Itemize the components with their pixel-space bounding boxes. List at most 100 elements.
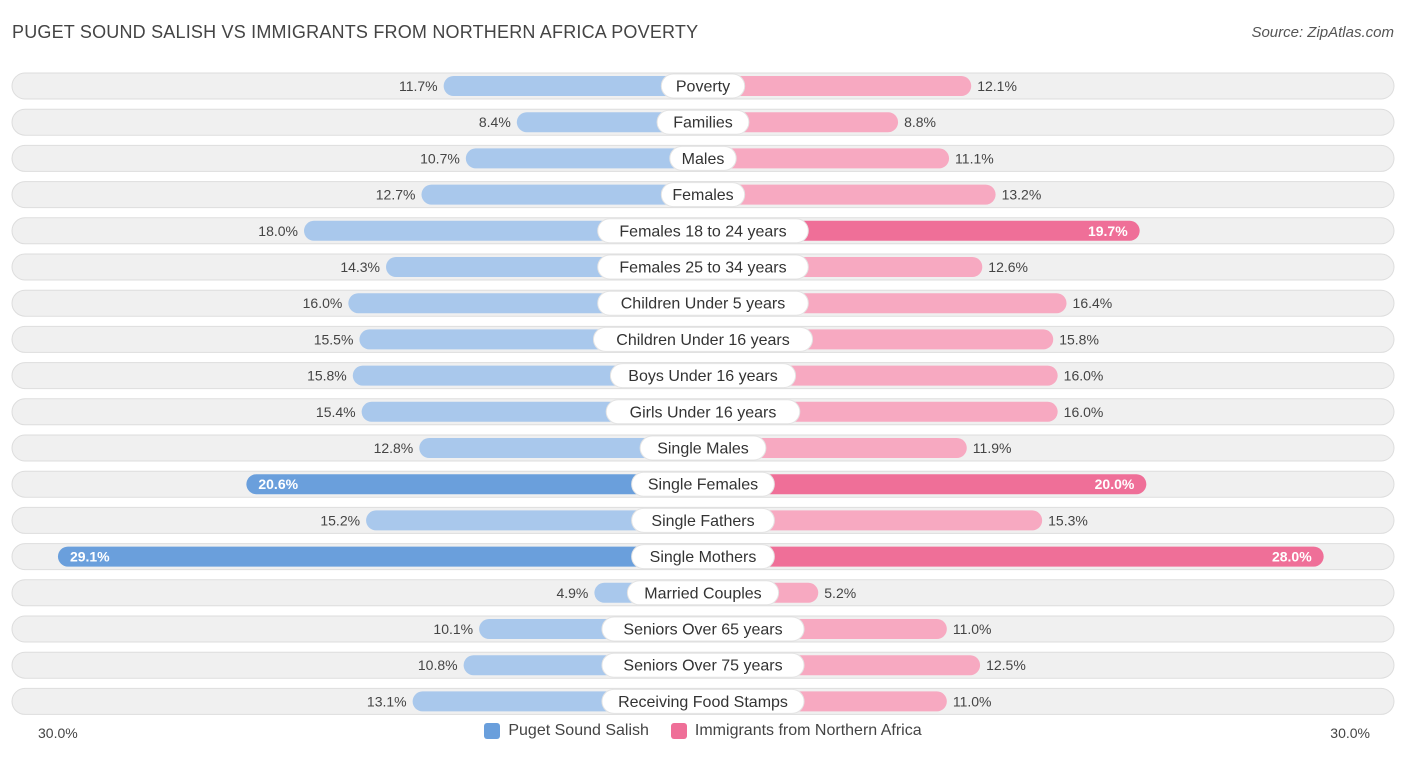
category-pill bbox=[609, 363, 797, 389]
category-pill bbox=[592, 326, 814, 352]
category-label: Single Mothers bbox=[650, 549, 757, 566]
value-label-left: 13.1% bbox=[367, 693, 407, 709]
value-label-right: 13.2% bbox=[1002, 187, 1042, 203]
category-label: Females 18 to 24 years bbox=[619, 223, 786, 240]
category-label: Seniors Over 65 years bbox=[623, 622, 782, 639]
value-label-left: 15.5% bbox=[314, 331, 354, 347]
value-label-right: 12.5% bbox=[986, 657, 1026, 673]
category-label: Families bbox=[673, 115, 733, 132]
bar-left bbox=[57, 546, 703, 567]
category-pill bbox=[601, 652, 805, 678]
category-label: Females bbox=[672, 187, 733, 204]
category-label: Girls Under 16 years bbox=[630, 404, 777, 421]
value-label-left: 16.0% bbox=[303, 295, 343, 311]
category-pill bbox=[660, 73, 746, 99]
value-label-right: 19.7% bbox=[1088, 223, 1128, 239]
value-label-left: 18.0% bbox=[258, 223, 298, 239]
category-label: Poverty bbox=[676, 79, 730, 96]
bar-right bbox=[703, 184, 996, 205]
bar-right bbox=[703, 220, 1140, 241]
bar-left bbox=[443, 76, 703, 96]
category-pill bbox=[669, 145, 737, 171]
category-pill bbox=[601, 688, 805, 714]
value-label-right: 12.1% bbox=[977, 78, 1017, 94]
category-label: Females 25 to 34 years bbox=[619, 260, 786, 277]
value-label-left: 4.9% bbox=[556, 585, 588, 601]
legend: Puget Sound Salish Immigrants from North… bbox=[0, 722, 1406, 740]
bar-right bbox=[703, 546, 1324, 567]
category-label: Boys Under 16 years bbox=[628, 368, 777, 385]
value-label-right: 11.1% bbox=[955, 150, 994, 166]
value-label-right: 16.0% bbox=[1064, 404, 1104, 420]
bar-left bbox=[516, 112, 703, 133]
bar-right bbox=[703, 510, 1043, 531]
category-pill bbox=[601, 616, 805, 642]
value-label-left: 14.3% bbox=[340, 259, 380, 275]
category-label: Children Under 5 years bbox=[621, 296, 786, 313]
chart-title: PUGET SOUND SALISH VS IMMIGRANTS FROM NO… bbox=[12, 22, 699, 42]
category-label: Single Males bbox=[657, 441, 749, 458]
category-pill bbox=[597, 290, 809, 316]
value-label-left: 10.1% bbox=[433, 621, 473, 637]
value-label-left: 8.4% bbox=[479, 114, 511, 130]
category-pill bbox=[631, 471, 775, 497]
category-label: Receiving Food Stamps bbox=[618, 694, 788, 711]
category-label: Males bbox=[682, 151, 725, 168]
bar-left bbox=[366, 510, 703, 531]
value-label-right: 15.3% bbox=[1048, 512, 1088, 528]
value-label-left: 29.1% bbox=[70, 549, 110, 565]
value-label-right: 20.0% bbox=[1095, 476, 1135, 492]
category-pill bbox=[660, 182, 746, 208]
legend-item-left[interactable]: Puget Sound Salish bbox=[484, 722, 649, 740]
category-label: Married Couples bbox=[644, 585, 761, 602]
bar-right bbox=[703, 438, 967, 458]
value-label-right: 11.9% bbox=[973, 440, 1012, 456]
value-label-left: 15.4% bbox=[316, 404, 356, 420]
value-label-right: 11.0% bbox=[953, 621, 992, 637]
axis-label-right: 30.0% bbox=[1330, 725, 1370, 741]
value-label-right: 28.0% bbox=[1272, 549, 1312, 565]
value-label-left: 15.8% bbox=[307, 368, 347, 384]
category-pill bbox=[639, 435, 767, 461]
value-label-right: 16.4% bbox=[1073, 295, 1113, 311]
diverging-bar-chart: 11.7% 12.1% Poverty 8.4% 8.8% Families 10.7% 11… bbox=[11, 72, 1395, 715]
value-label-right: 15.8% bbox=[1059, 331, 1099, 347]
bar-right bbox=[703, 148, 950, 169]
value-label-right: 12.6% bbox=[988, 259, 1028, 275]
category-pill bbox=[597, 254, 809, 280]
category-label: Single Fathers bbox=[651, 513, 754, 530]
legend-swatch-right bbox=[670, 723, 687, 739]
bar-right bbox=[703, 76, 972, 96]
legend-label-left: Puget Sound Salish bbox=[508, 722, 649, 739]
legend-item-right[interactable]: Immigrants from Northern Africa bbox=[670, 722, 922, 740]
value-label-right: 16.0% bbox=[1064, 368, 1104, 384]
axis-label-left: 30.0% bbox=[38, 725, 78, 741]
legend-swatch-left bbox=[484, 723, 501, 739]
category-label: Single Females bbox=[648, 477, 758, 494]
bar-left bbox=[419, 438, 703, 458]
category-pill bbox=[626, 580, 780, 606]
value-label-left: 15.2% bbox=[320, 512, 360, 528]
bar-right bbox=[703, 474, 1147, 495]
category-label: Children Under 16 years bbox=[616, 332, 789, 349]
category-pill bbox=[605, 399, 801, 425]
bar-left bbox=[246, 474, 703, 495]
value-label-left: 20.6% bbox=[258, 476, 298, 492]
category-pill bbox=[631, 544, 775, 570]
value-label-left: 10.8% bbox=[418, 657, 458, 673]
value-label-left: 12.7% bbox=[376, 187, 416, 203]
value-label-right: 8.8% bbox=[904, 114, 936, 130]
value-label-left: 10.7% bbox=[420, 150, 460, 166]
value-label-left: 11.7% bbox=[399, 78, 438, 94]
bar-right bbox=[703, 112, 899, 133]
bar-left bbox=[465, 148, 703, 169]
category-pill bbox=[656, 109, 750, 135]
legend-label-right: Immigrants from Northern Africa bbox=[694, 722, 922, 739]
category-pill bbox=[597, 218, 809, 244]
category-pill bbox=[631, 507, 775, 533]
value-label-right: 5.2% bbox=[824, 585, 856, 601]
category-label: Seniors Over 75 years bbox=[623, 658, 782, 675]
value-label-right: 11.0% bbox=[953, 693, 992, 709]
value-label-left: 12.8% bbox=[374, 440, 414, 456]
bar-left bbox=[421, 184, 703, 205]
